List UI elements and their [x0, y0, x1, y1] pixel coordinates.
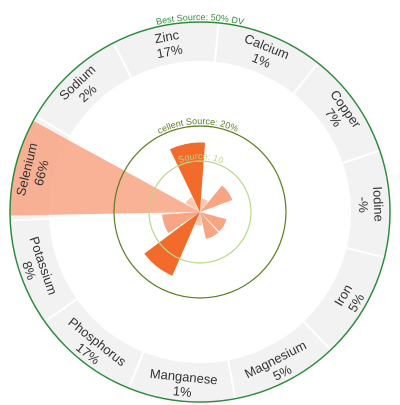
bar-iron — [200, 212, 227, 232]
label-value-iodine: -% — [355, 196, 371, 213]
ring-label-best-source-50-dv: Best Source: 50% DV — [155, 12, 245, 27]
label-value-calcium: 1% — [250, 50, 273, 71]
label-value-zinc: 17% — [155, 41, 184, 61]
bar-magnesium — [200, 212, 219, 239]
ring-excellent-source-20-dv — [113, 125, 287, 299]
label-value-potassium: 8% — [19, 259, 39, 282]
bar-sodium — [185, 197, 200, 212]
bar-phosphorus — [144, 212, 200, 276]
bar-zinc — [169, 142, 206, 212]
label-name-iodine: Iodine — [370, 186, 387, 222]
bar-copper — [200, 185, 233, 212]
label-value-selenium: 66% — [31, 158, 52, 187]
label-iodine: Iodine-% — [355, 186, 387, 222]
label-name-manganese: Manganese — [149, 366, 218, 388]
label-name-zinc: Zinc — [153, 27, 180, 46]
ring-good-source-10-dv — [148, 160, 252, 264]
ring-best-source-50-dv — [9, 21, 391, 403]
bar-potassium — [162, 212, 200, 234]
bar-calcium — [200, 198, 209, 212]
label-value-manganese: 1% — [172, 383, 193, 400]
bar-manganese — [195, 212, 203, 226]
